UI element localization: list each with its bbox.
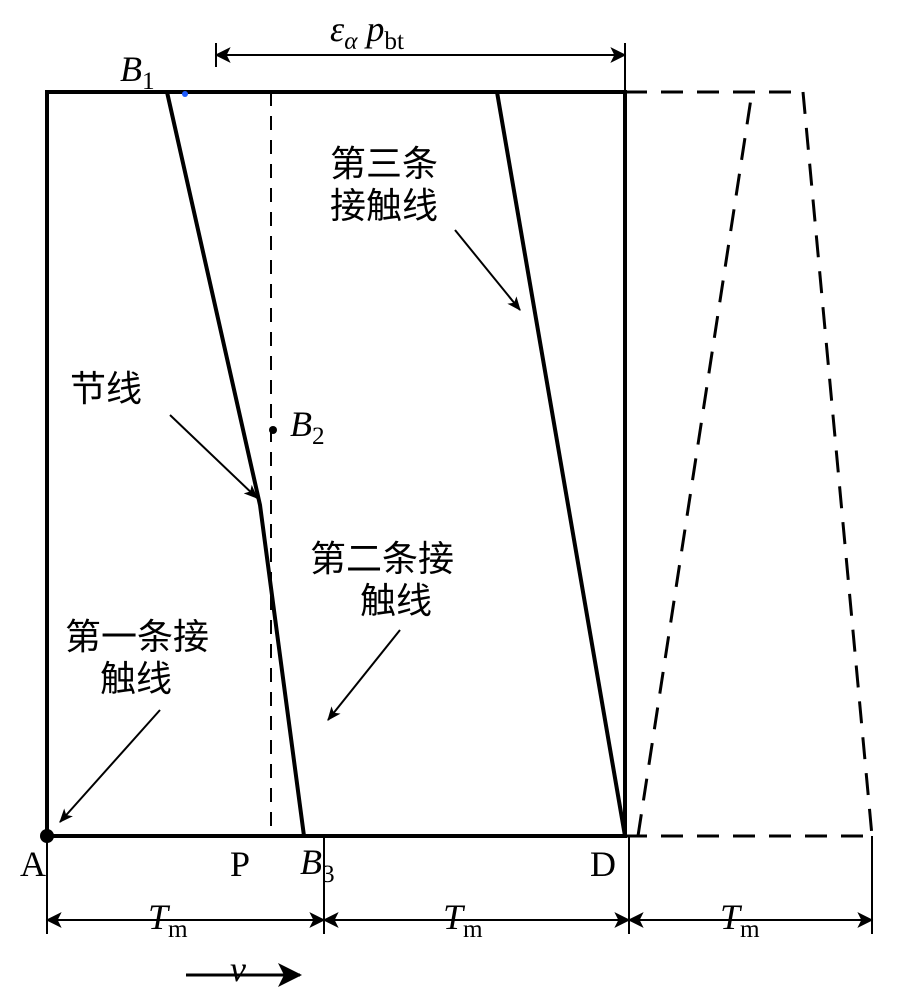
point-B1-label: B1 — [120, 50, 155, 96]
point-D-label: D — [590, 845, 616, 885]
contact-line-3-label-b: 接触线 — [330, 187, 438, 227]
point-B2-label: B2 — [290, 405, 325, 451]
contact3-leader-arrow — [455, 230, 520, 310]
ext-inner-slant-dashed — [638, 92, 752, 836]
pitch-line-label: 节线 — [70, 370, 142, 410]
Tm-2-label: Tm — [443, 898, 483, 944]
contact-line-1-label-a: 第一条接 — [65, 618, 209, 658]
contact-line-3 — [497, 92, 625, 836]
contact-line-2-label-a: 第二条接 — [310, 540, 454, 580]
point-P-label: P — [230, 845, 250, 885]
contact-line-1-2 — [167, 92, 304, 836]
contact-line-2-label-b: 触线 — [360, 582, 432, 622]
Tm-1-label: Tm — [148, 898, 188, 944]
Tm-3-label: Tm — [720, 898, 760, 944]
contact-line-1-label-b: 触线 — [100, 660, 172, 700]
contact2-leader-arrow — [328, 630, 400, 720]
point-B2-dot — [269, 426, 277, 434]
top-dim-label: εα pbt — [330, 10, 404, 56]
v-label: v — [230, 950, 246, 990]
contact1-leader-arrow — [60, 710, 160, 822]
contact-line-3-label-a: 第三条 — [330, 145, 438, 185]
point-B3-label: B3 — [300, 843, 335, 889]
point-B1-dot — [182, 91, 188, 97]
point-A-label: A — [20, 845, 46, 885]
ext-right-slant-dashed — [803, 92, 872, 836]
